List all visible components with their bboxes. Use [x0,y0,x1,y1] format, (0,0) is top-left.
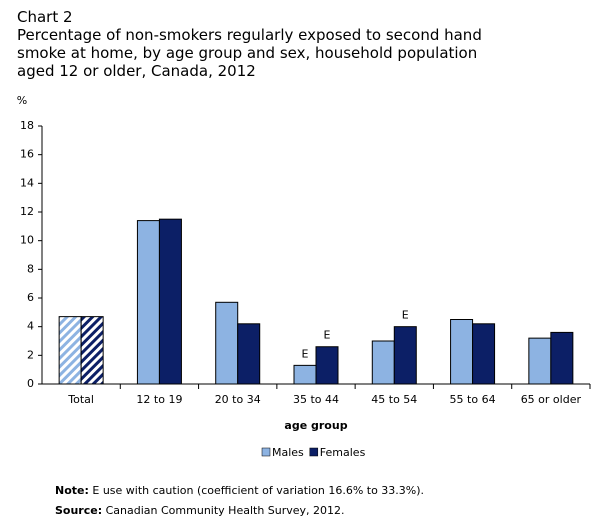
legend-label: Males [272,446,304,459]
source: Source: Canadian Community Health Survey… [55,504,345,517]
y-tick-label: 4 [27,320,34,333]
bar [158,218,182,385]
y-tick-label: 6 [27,291,34,304]
bar [393,326,417,385]
x-tick-label: 20 to 34 [215,393,261,406]
bar [371,340,395,385]
x-tick-label: 12 to 19 [136,393,182,406]
bar [80,316,104,385]
y-tick-label: 0 [27,377,34,390]
x-tick-label: 35 to 44 [293,393,339,406]
x-tick-label: 55 to 64 [450,393,496,406]
source-label: Source: [55,504,103,517]
bar [472,323,496,385]
flag-label: E [402,309,409,322]
bar [293,364,317,385]
bar [315,346,339,385]
x-tick-label: Total [67,393,94,406]
bar [136,220,160,385]
x-axis-label: age group [284,419,347,432]
x-tick-label: 65 or older [521,393,582,406]
y-tick-label: 8 [27,262,34,275]
flag-label: E [302,347,309,360]
bar [237,323,261,385]
y-tick-label: 10 [20,234,34,247]
y-axis-label: % [17,94,27,107]
bar [528,337,552,385]
x-tick-label: 45 to 54 [371,393,417,406]
bar [550,331,574,385]
y-tick-label: 18 [20,119,34,132]
chart-title: Percentage of non-smokers regularly expo… [17,26,482,80]
note-label: Note: [55,484,89,497]
note: Note: E use with caution (coefficient of… [55,484,424,497]
y-tick-label: 14 [20,176,34,189]
source-text: Canadian Community Health Survey, 2012. [105,504,345,517]
y-tick-label: 12 [20,205,34,218]
legend-swatch [261,447,271,457]
note-text: E use with caution (coefficient of varia… [92,484,425,497]
legend-swatch [309,447,319,457]
bar [215,301,239,385]
y-tick-label: 2 [27,348,34,361]
bar [58,316,82,385]
chart-label: Chart 2 [17,8,73,26]
bar [450,319,474,385]
chart-heading: Chart 2 Percentage of non-smokers regula… [17,8,497,80]
legend-label: Females [320,446,366,459]
y-tick-label: 16 [20,148,34,161]
flag-label: E [324,329,331,342]
